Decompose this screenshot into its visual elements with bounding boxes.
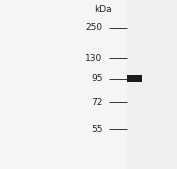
Text: 250: 250	[85, 23, 103, 32]
Text: 130: 130	[85, 54, 103, 63]
Text: 55: 55	[91, 125, 103, 134]
Bar	[127, 0, 177, 169]
Bar	[127, 75, 142, 82]
Text: 72: 72	[91, 98, 103, 107]
Text: kDa: kDa	[94, 5, 112, 14]
Text: 95: 95	[91, 74, 103, 83]
